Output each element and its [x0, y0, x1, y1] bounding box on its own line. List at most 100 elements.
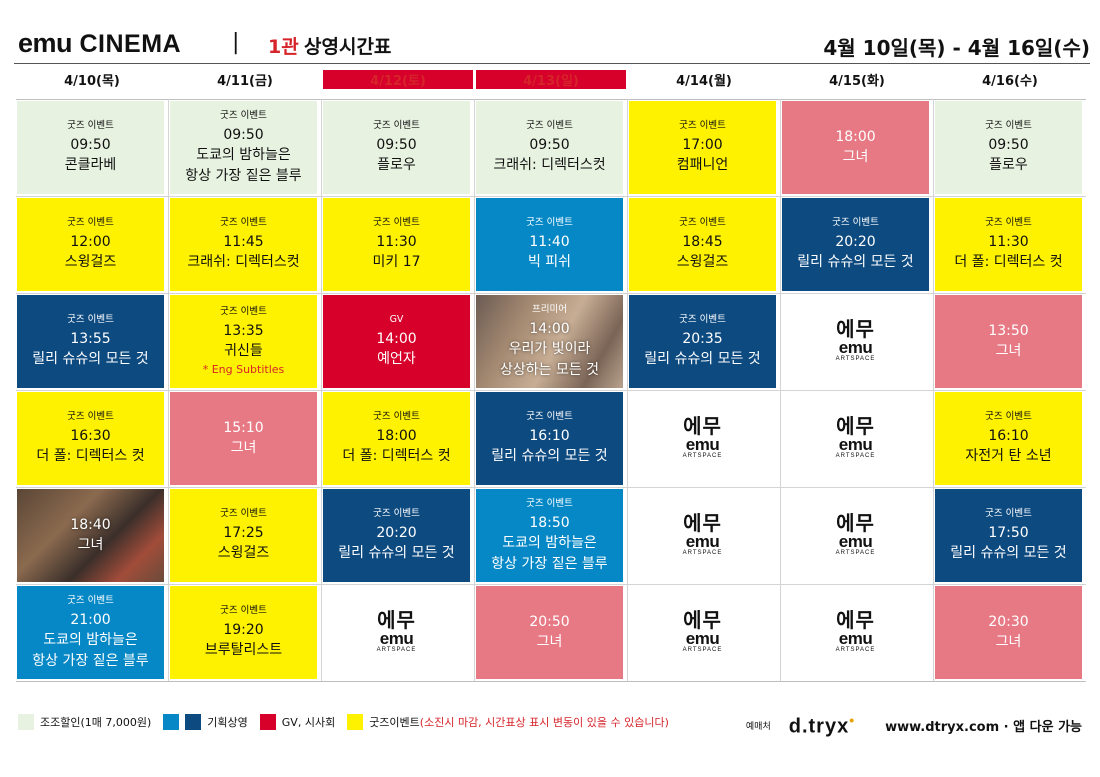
emu-artspace-logo: 에무 emu ARTSPACE	[836, 514, 876, 558]
screening-cell[interactable]: 굿즈 이벤트 11:30 더 폴: 디렉터스 컷	[935, 198, 1082, 291]
movie-title: 플로우	[377, 157, 416, 173]
emu-artspace-logo: 에무 emu ARTSPACE	[683, 514, 723, 558]
movie-title: 콘클라베	[64, 157, 117, 173]
day-header: 4/14(월)	[676, 74, 732, 89]
legend-swatch	[163, 714, 180, 730]
showtime: 09:50	[988, 137, 1029, 153]
event-tag: 굿즈 이벤트	[526, 120, 573, 131]
screening-cell[interactable]: 굿즈 이벤트 17:00 컴패니언	[629, 101, 776, 194]
grid-hline	[16, 487, 1086, 488]
movie-title: 스윙걸즈	[676, 254, 729, 270]
showtime: 14:00	[529, 320, 570, 337]
movie-title-line2: 항상 가장 짙은 블루	[491, 555, 608, 572]
ticket-label: 예매처	[745, 721, 771, 732]
legend-item: 기획상영	[163, 714, 248, 730]
screening-cell[interactable]: 굿즈 이벤트 09:50 콘클라베	[17, 101, 164, 194]
showtime: 14:00	[376, 331, 417, 347]
screening-cell[interactable]: 굿즈 이벤트 09:50 도쿄의 밤하늘은 항상 가장 짙은 블루	[170, 101, 317, 194]
screening-cell[interactable]: 굿즈 이벤트 16:10 릴리 슈슈의 모든 것	[476, 392, 623, 485]
screening-cell[interactable]: 굿즈 이벤트 20:35 릴리 슈슈의 모든 것	[629, 295, 776, 388]
logo-emu: emu	[838, 531, 873, 551]
brand-logo: emu CINEMA	[18, 28, 181, 59]
movie-title: 브루탈리스트	[204, 642, 283, 658]
showtime: 20:50	[529, 614, 570, 630]
screening-cell[interactable]: 20:50 그녀	[476, 586, 623, 679]
screening-cell[interactable]: 프리미어 14:00 우리가 빛이라 상상하는 모든 것	[476, 295, 623, 388]
dtryx-text: d.tryx	[788, 715, 850, 738]
showtime: 16:10	[529, 428, 570, 444]
movie-title: 예언자	[377, 351, 416, 367]
screening-cell[interactable]: 굿즈 이벤트 09:50 크래쉬: 디렉터스컷	[476, 101, 623, 194]
movie-title-line2: 항상 가장 짙은 블루	[185, 167, 302, 184]
screening-cell[interactable]: 굿즈 이벤트 09:50 플로우	[323, 101, 470, 194]
showtime: 09:50	[376, 137, 417, 153]
event-tag: 굿즈 이벤트	[526, 411, 573, 422]
screening-cell[interactable]: 20:30 그녀	[935, 586, 1082, 679]
screening-cell[interactable]: 굿즈 이벤트 21:00 도쿄의 밤하늘은 항상 가장 짙은 블루	[17, 586, 164, 679]
screening-cell[interactable]: 굿즈 이벤트 20:20 릴리 슈슈의 모든 것	[323, 489, 470, 582]
screening-cell[interactable]: 15:10 그녀	[170, 392, 317, 485]
screening-cell[interactable]: 굿즈 이벤트 18:50 도쿄의 밤하늘은 항상 가장 짙은 블루	[476, 489, 623, 582]
brand-emu: emu	[18, 28, 73, 58]
showtime: 09:50	[529, 137, 570, 153]
movie-title: 크래쉬: 디렉터스컷	[493, 157, 606, 173]
screening-cell[interactable]: 13:50 그녀	[935, 295, 1082, 388]
legend-swatch	[185, 714, 202, 730]
logo-emu: emu	[685, 531, 720, 551]
website-link[interactable]: www.dtryx.com · 앱 다운 가능	[885, 719, 1082, 735]
day-header: 4/12(토)	[323, 70, 473, 89]
legend-swatch	[18, 714, 34, 730]
movie-title: 미키 17	[372, 254, 421, 270]
screening-cell[interactable]: 18:00 그녀	[782, 101, 929, 194]
screening-cell[interactable]: 굿즈 이벤트 16:10 자전거 탄 소년	[935, 392, 1082, 485]
legend: 조조할인(1매 7,000원) 기획상영 GV, 시사회 굿즈이벤트 (소진시 마감, …	[18, 712, 681, 732]
footer: 예매처 d.tryx• www.dtryx.com · 앱 다운 가능	[746, 712, 1082, 739]
grid-hline	[16, 293, 1086, 294]
screening-cell[interactable]: 굿즈 이벤트 13:35 귀신들 * Eng Subtitles	[170, 295, 317, 388]
event-tag: 굿즈 이벤트	[985, 217, 1032, 228]
event-tag: 굿즈 이벤트	[220, 306, 267, 317]
grid-hline	[16, 584, 1086, 585]
screening-cell[interactable]: 굿즈 이벤트 19:20 브루탈리스트	[170, 586, 317, 679]
dtryx-logo[interactable]: d.tryx•	[789, 712, 855, 739]
legend-label: GV, 시사회	[281, 716, 336, 729]
screening-cell[interactable]: 18:40 그녀	[17, 489, 164, 582]
screening-cell[interactable]: 굿즈 이벤트 11:30 미키 17	[323, 198, 470, 291]
showtime: 21:00	[70, 611, 111, 628]
showtime: 20:20	[835, 234, 876, 250]
legend-label: 굿즈이벤트	[369, 716, 420, 729]
event-tag: 굿즈 이벤트	[220, 217, 267, 228]
movie-title: 도쿄의 밤하늘은	[43, 631, 138, 648]
screening-cell[interactable]: GV 14:00 예언자	[323, 295, 470, 388]
event-tag: 굿즈 이벤트	[373, 411, 420, 422]
screening-cell[interactable]: 굿즈 이벤트 17:50 릴리 슈슈의 모든 것	[935, 489, 1082, 582]
emu-artspace-logo: 에무 emu ARTSPACE	[836, 417, 876, 461]
event-tag: 굿즈 이벤트	[220, 109, 267, 121]
screening-cell[interactable]: 굿즈 이벤트 11:45 크래쉬: 디렉터스컷	[170, 198, 317, 291]
emu-artspace-logo: 에무 emu ARTSPACE	[683, 611, 723, 655]
grid-hline	[16, 196, 1086, 197]
event-tag: GV	[389, 314, 404, 325]
screening-cell[interactable]: 굿즈 이벤트 18:45 스윙걸즈	[629, 198, 776, 291]
page-header: emu CINEMA | 1관 상영시간표 4월 10일(목) - 4월 16일…	[18, 28, 1090, 62]
logo-emu: emu	[838, 337, 873, 357]
screening-cell[interactable]: 굿즈 이벤트 16:30 더 폴: 디렉터스 컷	[17, 392, 164, 485]
day-header: 4/13(일)	[476, 70, 626, 89]
movie-title: 그녀	[995, 343, 1022, 359]
screening-cell[interactable]: 굿즈 이벤트 18:00 더 폴: 디렉터스 컷	[323, 392, 470, 485]
screening-cell[interactable]: 굿즈 이벤트 12:00 스윙걸즈	[17, 198, 164, 291]
screening-cell[interactable]: 굿즈 이벤트 17:25 스윙걸즈	[170, 489, 317, 582]
screening-cell[interactable]: 굿즈 이벤트 13:55 릴리 슈슈의 모든 것	[17, 295, 164, 388]
screening-cell[interactable]: 굿즈 이벤트 11:40 빅 피쉬	[476, 198, 623, 291]
screening-cell[interactable]: 굿즈 이벤트 09:50 플로우	[935, 101, 1082, 194]
artspace-logo-cell: 에무 emu ARTSPACE	[782, 489, 929, 582]
screening-cell[interactable]: 굿즈 이벤트 20:20 릴리 슈슈의 모든 것	[782, 198, 929, 291]
event-tag: 굿즈 이벤트	[526, 217, 573, 228]
movie-title: 릴리 슈슈의 모든 것	[491, 448, 608, 464]
day-header: 4/10(목)	[64, 74, 120, 89]
event-tag: 굿즈 이벤트	[526, 497, 573, 509]
logo-caption: ARTSPACE	[835, 452, 876, 459]
legend-label: 기획상영	[207, 716, 248, 729]
event-tag: 굿즈 이벤트	[67, 594, 114, 606]
event-tag: 굿즈 이벤트	[67, 411, 114, 422]
